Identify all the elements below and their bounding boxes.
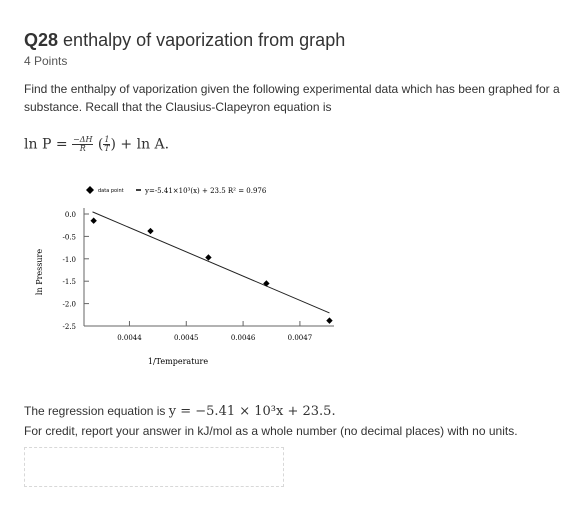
y-tick-label: -0.5	[63, 233, 77, 241]
question-number: Q28	[24, 30, 59, 50]
y-tick-label: -2.0	[63, 301, 77, 309]
legend-marker-label: data point	[98, 188, 124, 194]
x-tick-label: 0.0046	[231, 334, 256, 342]
y-tick-label: 0.0	[65, 211, 76, 219]
x-axis-ticks: 0.0044 0.0045 0.0046 0.0047	[117, 321, 312, 342]
regression-equation: y = −5.41 × 10³x + 23.5.	[168, 404, 336, 419]
formula-frac2-num: 1	[103, 135, 111, 145]
formula-rhs: + ln A.	[120, 136, 170, 153]
data-point	[263, 280, 270, 287]
question-title: Q28 enthalpy of vaporization from graph	[24, 30, 345, 51]
formula-lhs: ln P =	[24, 136, 68, 153]
enthalpy-scatter-chart: data point y=-5.41×10³(x) + 23.5 R² = 0.…	[32, 176, 344, 372]
data-point	[147, 227, 154, 235]
y-tick-label: -1.0	[63, 256, 77, 264]
x-tick-label: 0.0045	[174, 334, 199, 342]
question-title-text: enthalpy of vaporization from graph	[63, 30, 346, 50]
y-tick-label: -2.5	[63, 323, 77, 331]
y-axis-label: ln Pressure	[35, 249, 44, 295]
formula-fraction-enthalpy: −ΔH R	[72, 135, 94, 153]
regression-text: The regression equation is	[24, 404, 166, 418]
chart-background	[32, 176, 344, 372]
question-prompt: Find the enthalpy of vaporization given …	[24, 82, 560, 114]
answer-instructions: For credit, report your answer in kJ/mol…	[24, 424, 518, 438]
formula-frac1-num: −ΔH	[72, 135, 94, 145]
data-point	[205, 254, 212, 261]
y-axis-ticks: 0.0 -0.5 -1.0 -1.5 -2.0 -2.5	[63, 211, 89, 331]
formula-frac1-den: R	[79, 144, 86, 153]
formula-paren-close: )	[110, 136, 116, 153]
data-point	[326, 317, 333, 324]
answer-input[interactable]	[24, 447, 284, 487]
trendline	[92, 211, 330, 314]
legend-marker-icon	[86, 186, 94, 194]
x-axis-label: 1/Temperature	[148, 357, 208, 366]
formula-fraction-temperature: 1 T	[103, 135, 111, 153]
question-points: 4 Points	[24, 54, 68, 68]
x-tick-label: 0.0047	[288, 334, 313, 342]
regression-statement: The regression equation is y = −5.41 × 1…	[24, 404, 336, 419]
y-tick-label: -1.5	[63, 278, 77, 286]
legend-trendline-label: y=-5.41×10³(x) + 23.5 R² = 0.976	[144, 187, 267, 195]
formula-paren-open: (	[97, 136, 104, 153]
x-tick-label: 0.0044	[117, 334, 142, 342]
clausius-clapeyron-formula: ln P = −ΔH R ( 1 T ) + ln A.	[24, 136, 169, 153]
formula-frac2-den: T	[104, 144, 110, 153]
